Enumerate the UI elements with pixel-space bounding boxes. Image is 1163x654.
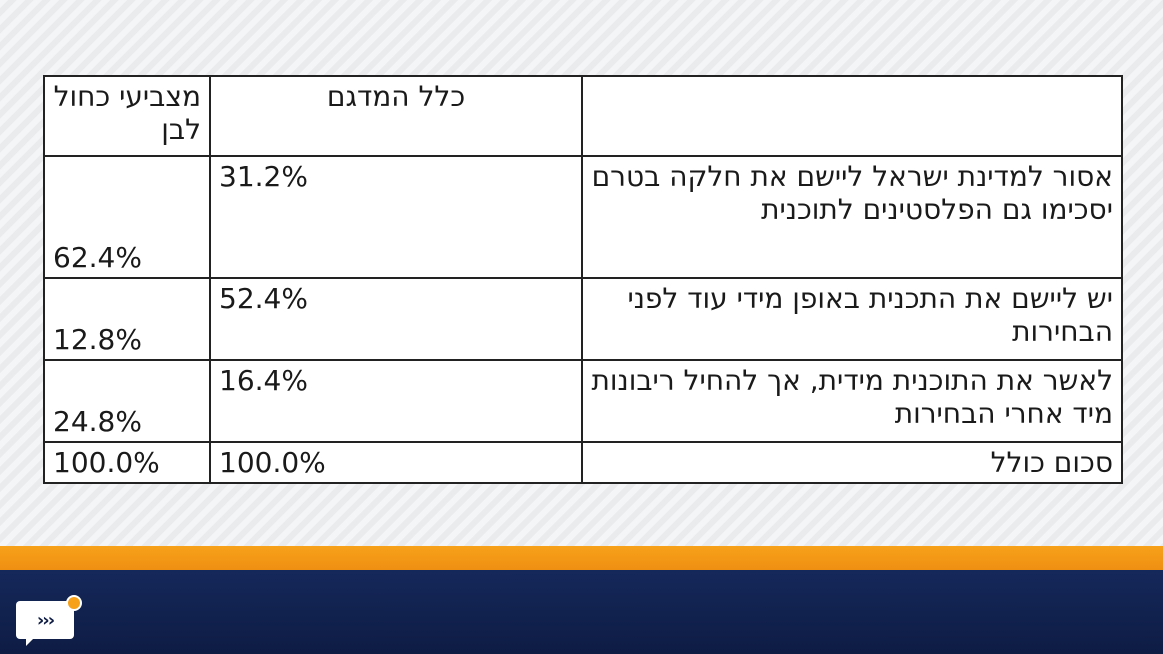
table-row: אסור למדינת ישראל ליישם את חלקה בטרם יסכ… bbox=[43, 155, 1123, 279]
survey-results-table: כלל המדגם מצביעי כחול לבן אסור למדינת יש… bbox=[43, 75, 1123, 485]
row-blue-white-value: 24.8% bbox=[43, 359, 211, 443]
logo-tail-icon bbox=[26, 638, 34, 646]
row-blue-white-value: 12.8% bbox=[43, 277, 211, 361]
row-all-sample-value: 52.4% bbox=[209, 277, 583, 361]
row-all-sample-value: 16.4% bbox=[209, 359, 583, 443]
row-question: יש ליישם את התכנית באופן מידי עוד לפני ה… bbox=[581, 277, 1123, 361]
total-blue-white-value: 100.0% bbox=[43, 440, 211, 485]
table-header-row: כלל המדגם מצביעי כחול לבן bbox=[43, 75, 1123, 157]
logo-dot-icon bbox=[66, 595, 82, 611]
channel-logo-icon: ››› bbox=[16, 601, 74, 639]
row-all-sample-value: 31.2% bbox=[209, 155, 583, 279]
header-question bbox=[581, 75, 1123, 157]
logo-glyph: ››› bbox=[36, 609, 55, 631]
table-row: יש ליישם את התכנית באופן מידי עוד לפני ה… bbox=[43, 277, 1123, 361]
header-all-sample: כלל המדגם bbox=[209, 75, 583, 157]
broadcast-lower-bar bbox=[0, 570, 1163, 654]
slide-background: כלל המדגם מצביעי כחול לבן אסור למדינת יש… bbox=[43, 75, 1123, 485]
total-all-sample-value: 100.0% bbox=[209, 440, 583, 485]
orange-accent-bar bbox=[0, 546, 1163, 570]
table-row: לאשר את התוכנית מידית, אך להחיל ריבונות … bbox=[43, 359, 1123, 443]
row-question: לאשר את התוכנית מידית, אך להחיל ריבונות … bbox=[581, 359, 1123, 443]
header-blue-white-voters: מצביעי כחול לבן bbox=[43, 75, 211, 157]
table-total-row: סכום כולל 100.0% 100.0% bbox=[43, 440, 1123, 485]
total-label: סכום כולל bbox=[581, 440, 1123, 485]
row-blue-white-value: 62.4% bbox=[43, 155, 211, 279]
row-question: אסור למדינת ישראל ליישם את חלקה בטרם יסכ… bbox=[581, 155, 1123, 279]
